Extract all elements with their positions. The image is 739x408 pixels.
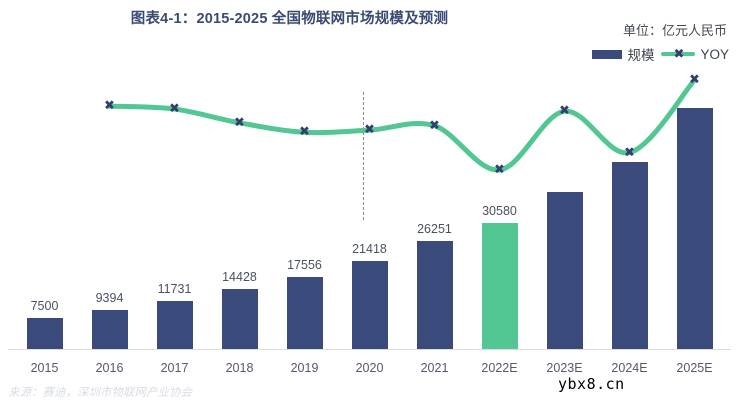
bar-2020[interactable] [351, 260, 388, 349]
legend-bar-label: 规模 [627, 48, 655, 63]
bar-2022E[interactable] [481, 222, 518, 349]
legend-bar-swatch-icon [592, 49, 623, 59]
bar-value-label-2022E: 30580 [482, 203, 517, 218]
x-axis-label-2021: 2021 [420, 361, 449, 375]
bar-value-label-2016: 9394 [95, 291, 124, 306]
legend-item-line[interactable]: ✖ YOY [661, 47, 729, 62]
bar-value-label-2021: 26251 [417, 221, 452, 236]
yoy-marker-2024E[interactable]: ✖ [624, 145, 635, 161]
yoy-marker-2021[interactable]: ✖ [429, 118, 440, 134]
bar-2024E[interactable] [611, 162, 648, 349]
x-axis-label-2022E: 2022E [481, 361, 518, 375]
bar-value-label-2017: 11731 [157, 281, 192, 296]
x-axis-label-2023E: 2023E [546, 361, 583, 375]
yoy-marker-2018[interactable]: ✖ [234, 115, 245, 131]
bar-2023E[interactable] [546, 191, 583, 349]
x-axis-label-2016: 2016 [95, 361, 124, 375]
yoy-marker-2023E[interactable]: ✖ [559, 103, 570, 119]
x-axis-label-2018: 2018 [225, 361, 254, 375]
bar-2018[interactable] [221, 289, 258, 349]
bar-2017[interactable] [156, 300, 193, 349]
bar-value-label-2015: 7500 [30, 299, 59, 314]
yoy-marker-2025E[interactable]: ✖ [689, 72, 700, 88]
x-axis-label-2025E: 2025E [676, 361, 713, 375]
bar-2025E[interactable] [676, 108, 713, 349]
chart-legend: 规模 ✖ YOY [592, 44, 729, 64]
forecast-divider-line [363, 92, 364, 220]
yoy-line-path [107, 77, 697, 173]
x-axis-label-2024E: 2024E [611, 361, 648, 375]
legend-line-swatch-icon: ✖ [661, 46, 696, 61]
bar-value-label-2018: 14428 [222, 270, 257, 285]
yoy-marker-2022E[interactable]: ✖ [494, 162, 505, 178]
axis-baseline [8, 349, 731, 350]
yoy-marker-2019[interactable]: ✖ [299, 124, 310, 140]
x-axis-label-2020: 2020 [355, 361, 384, 375]
yoy-marker-2017[interactable]: ✖ [169, 101, 180, 117]
yoy-marker-2020[interactable]: ✖ [364, 122, 375, 138]
x-axis-label-2017: 2017 [160, 361, 189, 375]
bar-2015[interactable] [26, 318, 63, 349]
x-axis-label-2019: 2019 [290, 361, 319, 375]
source-note: 来源：赛迪，深圳市物联网产业协会 [8, 387, 192, 399]
x-axis-label-2015: 2015 [30, 361, 59, 375]
legend-line-label: YOY [700, 46, 729, 62]
yoy-marker-2016[interactable]: ✖ [104, 98, 115, 114]
bar-value-label-2020: 21418 [352, 241, 387, 256]
chart-title: 图表4-1：2015-2025 全国物联网市场规模及预测 [130, 11, 449, 27]
legend-item-bar[interactable]: 规模 [592, 44, 654, 64]
bar-2016[interactable] [91, 310, 128, 349]
bar-2019[interactable] [286, 276, 323, 349]
bar-2021[interactable] [416, 240, 453, 349]
watermark: ybx8.cn [558, 375, 625, 393]
bar-value-label-2019: 17556 [287, 257, 322, 272]
unit-label: 单位：亿元人民币 [622, 23, 727, 38]
legend-cross-marker-icon: ✖ [673, 46, 685, 61]
